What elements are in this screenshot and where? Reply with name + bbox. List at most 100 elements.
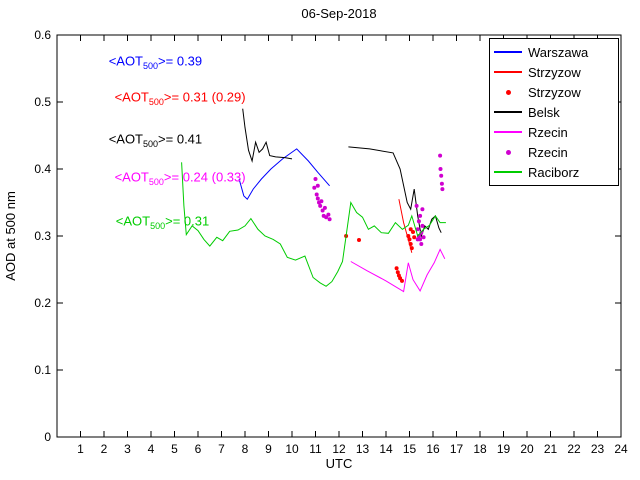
series-dot-strzyzow xyxy=(394,266,399,271)
legend-item-belsk-line: Belsk xyxy=(490,102,618,122)
series-dot-strzyzow xyxy=(409,246,414,251)
legend-item-rzecin-line: Rzecin xyxy=(490,122,618,142)
axes-box xyxy=(56,34,622,438)
y-tick-label: 0.3 xyxy=(34,229,51,243)
legend-item-raciborz-line: Raciborz xyxy=(490,162,618,182)
y-tick-label: 0.6 xyxy=(34,28,51,42)
series-dot-rzecin xyxy=(416,219,421,224)
series-dot-strzyzow xyxy=(357,238,361,242)
x-tick-label: 17 xyxy=(450,442,464,456)
series-dot-rzecin xyxy=(326,212,331,217)
x-tick-label: 19 xyxy=(497,442,511,456)
x-tick-label: 16 xyxy=(426,442,440,456)
mean-aot-annotation-1: <AOT500>= 0.39 xyxy=(108,53,203,71)
series-dot-rzecin xyxy=(420,207,425,212)
series-dot-strzyzow xyxy=(400,278,404,283)
chart-title: 06-Sep-2018 xyxy=(301,6,376,21)
legend: Warszawa Strzyzow Strzyzow Belsk Rzecin Rzeci… xyxy=(489,38,619,186)
x-tick-label: 5 xyxy=(171,442,178,456)
y-axis-label: AOD at 500 nm xyxy=(3,191,18,281)
y-tick-label: 0.4 xyxy=(34,162,51,176)
series-dot-strzyzow xyxy=(395,270,400,275)
series-dot-rzecin xyxy=(414,203,419,208)
legend-label: Strzyzow xyxy=(528,64,581,80)
x-tick-label: 14 xyxy=(379,442,393,456)
y-tick-label: 0.5 xyxy=(34,95,51,109)
x-tick-label: 24 xyxy=(614,442,628,456)
series-dot-strzyzow xyxy=(407,237,412,242)
series-dot-rzecin xyxy=(327,217,332,222)
series-dot-rzecin xyxy=(415,227,420,232)
series-dot-strzyzow xyxy=(406,234,411,238)
legend-item-warszawa-line: Warszawa xyxy=(490,42,618,62)
x-tick-label: 7 xyxy=(218,442,225,456)
series-dot-strzyzow xyxy=(412,235,417,240)
legend-label: Raciborz xyxy=(528,164,580,180)
x-tick-label: 18 xyxy=(473,442,487,456)
series-dot-rzecin xyxy=(315,196,320,201)
legend-line-sample xyxy=(490,111,526,113)
x-tick-label: 22 xyxy=(567,442,581,456)
legend-item-rzecin-dot: Rzecin xyxy=(490,142,618,162)
y-tick-label: 0.1 xyxy=(34,363,51,377)
x-tick-label: 10 xyxy=(285,442,299,456)
y-tick-label: 0.2 xyxy=(34,296,51,310)
series-dot-rzecin xyxy=(313,177,318,181)
x-tick-label: 12 xyxy=(332,442,346,456)
series-dot-rzecin xyxy=(419,242,424,246)
y-tick-label: 0 xyxy=(44,430,51,444)
x-tick-label: 11 xyxy=(309,442,322,456)
series-dot-rzecin xyxy=(324,215,329,220)
x-tick-label: 23 xyxy=(591,442,605,456)
series-dot-rzecin xyxy=(322,205,327,210)
legend-label: Rzecin xyxy=(528,144,568,160)
series-dot-rzecin xyxy=(418,213,423,218)
plot-content: 1 2 3 4 5 6 7 8 9 10 11 12 13 14 15 16 17 18 19 20 21 22 23 240… xyxy=(34,28,628,456)
legend-label: Rzecin xyxy=(528,124,568,140)
legend-label: Warszawa xyxy=(528,44,589,60)
series-dot-rzecin xyxy=(421,235,426,240)
series-line-raciborz xyxy=(181,162,446,287)
series-dot-rzecin xyxy=(319,199,324,204)
x-tick-label: 21 xyxy=(544,442,558,456)
x-tick-label: 3 xyxy=(124,442,131,456)
legend-dot-sample xyxy=(490,89,526,95)
x-tick-label: 15 xyxy=(403,442,417,456)
series-dot-rzecin xyxy=(440,187,445,192)
series-line-warszawa xyxy=(238,148,330,201)
legend-dot-sample xyxy=(490,149,526,155)
series-line-strzyzow xyxy=(398,199,413,253)
series-dot-rzecin xyxy=(318,203,323,208)
x-tick-label: 4 xyxy=(148,442,155,456)
series-dot-rzecin xyxy=(438,153,443,158)
series-dot-rzecin xyxy=(314,192,319,197)
mean-aot-annotation-4: <AOT500>= 0.24 (0.33) xyxy=(114,169,246,188)
series-dot-strzyzow xyxy=(408,227,413,232)
series-dot-rzecin xyxy=(312,185,317,190)
series-dot-rzecin xyxy=(420,223,425,228)
x-tick-label: 13 xyxy=(356,442,370,456)
legend-item-strzyzow-line: Strzyzow xyxy=(490,62,618,82)
mean-aot-annotation-3: <AOT500>= 0.41 xyxy=(108,131,203,150)
x-tick-label: 6 xyxy=(195,442,202,456)
x-axis-label: UTC xyxy=(326,456,353,471)
legend-line-sample xyxy=(490,51,526,53)
mean-aot-annotation-5: <AOT500>= 0.31 xyxy=(115,213,210,231)
legend-line-sample xyxy=(490,131,526,133)
series-dot-rzecin xyxy=(315,183,320,188)
legend-label: Belsk xyxy=(528,104,560,120)
series-line-rzecin xyxy=(350,248,446,293)
x-tick-label: 2 xyxy=(101,442,108,456)
mean-aot-annotation-2: <AOT500>= 0.31 (0.29) xyxy=(114,89,246,108)
x-tick-label: 1 xyxy=(77,442,84,456)
series-dot-rzecin xyxy=(418,237,423,242)
x-tick-label: 20 xyxy=(520,442,534,456)
legend-label: Strzyzow xyxy=(528,84,581,100)
series-dot-rzecin xyxy=(439,181,444,186)
series-dot-rzecin xyxy=(438,167,443,171)
x-tick-label: 9 xyxy=(265,442,272,456)
legend-item-strzyzow-dot: Strzyzow xyxy=(490,82,618,102)
series-dot-rzecin xyxy=(320,208,325,213)
